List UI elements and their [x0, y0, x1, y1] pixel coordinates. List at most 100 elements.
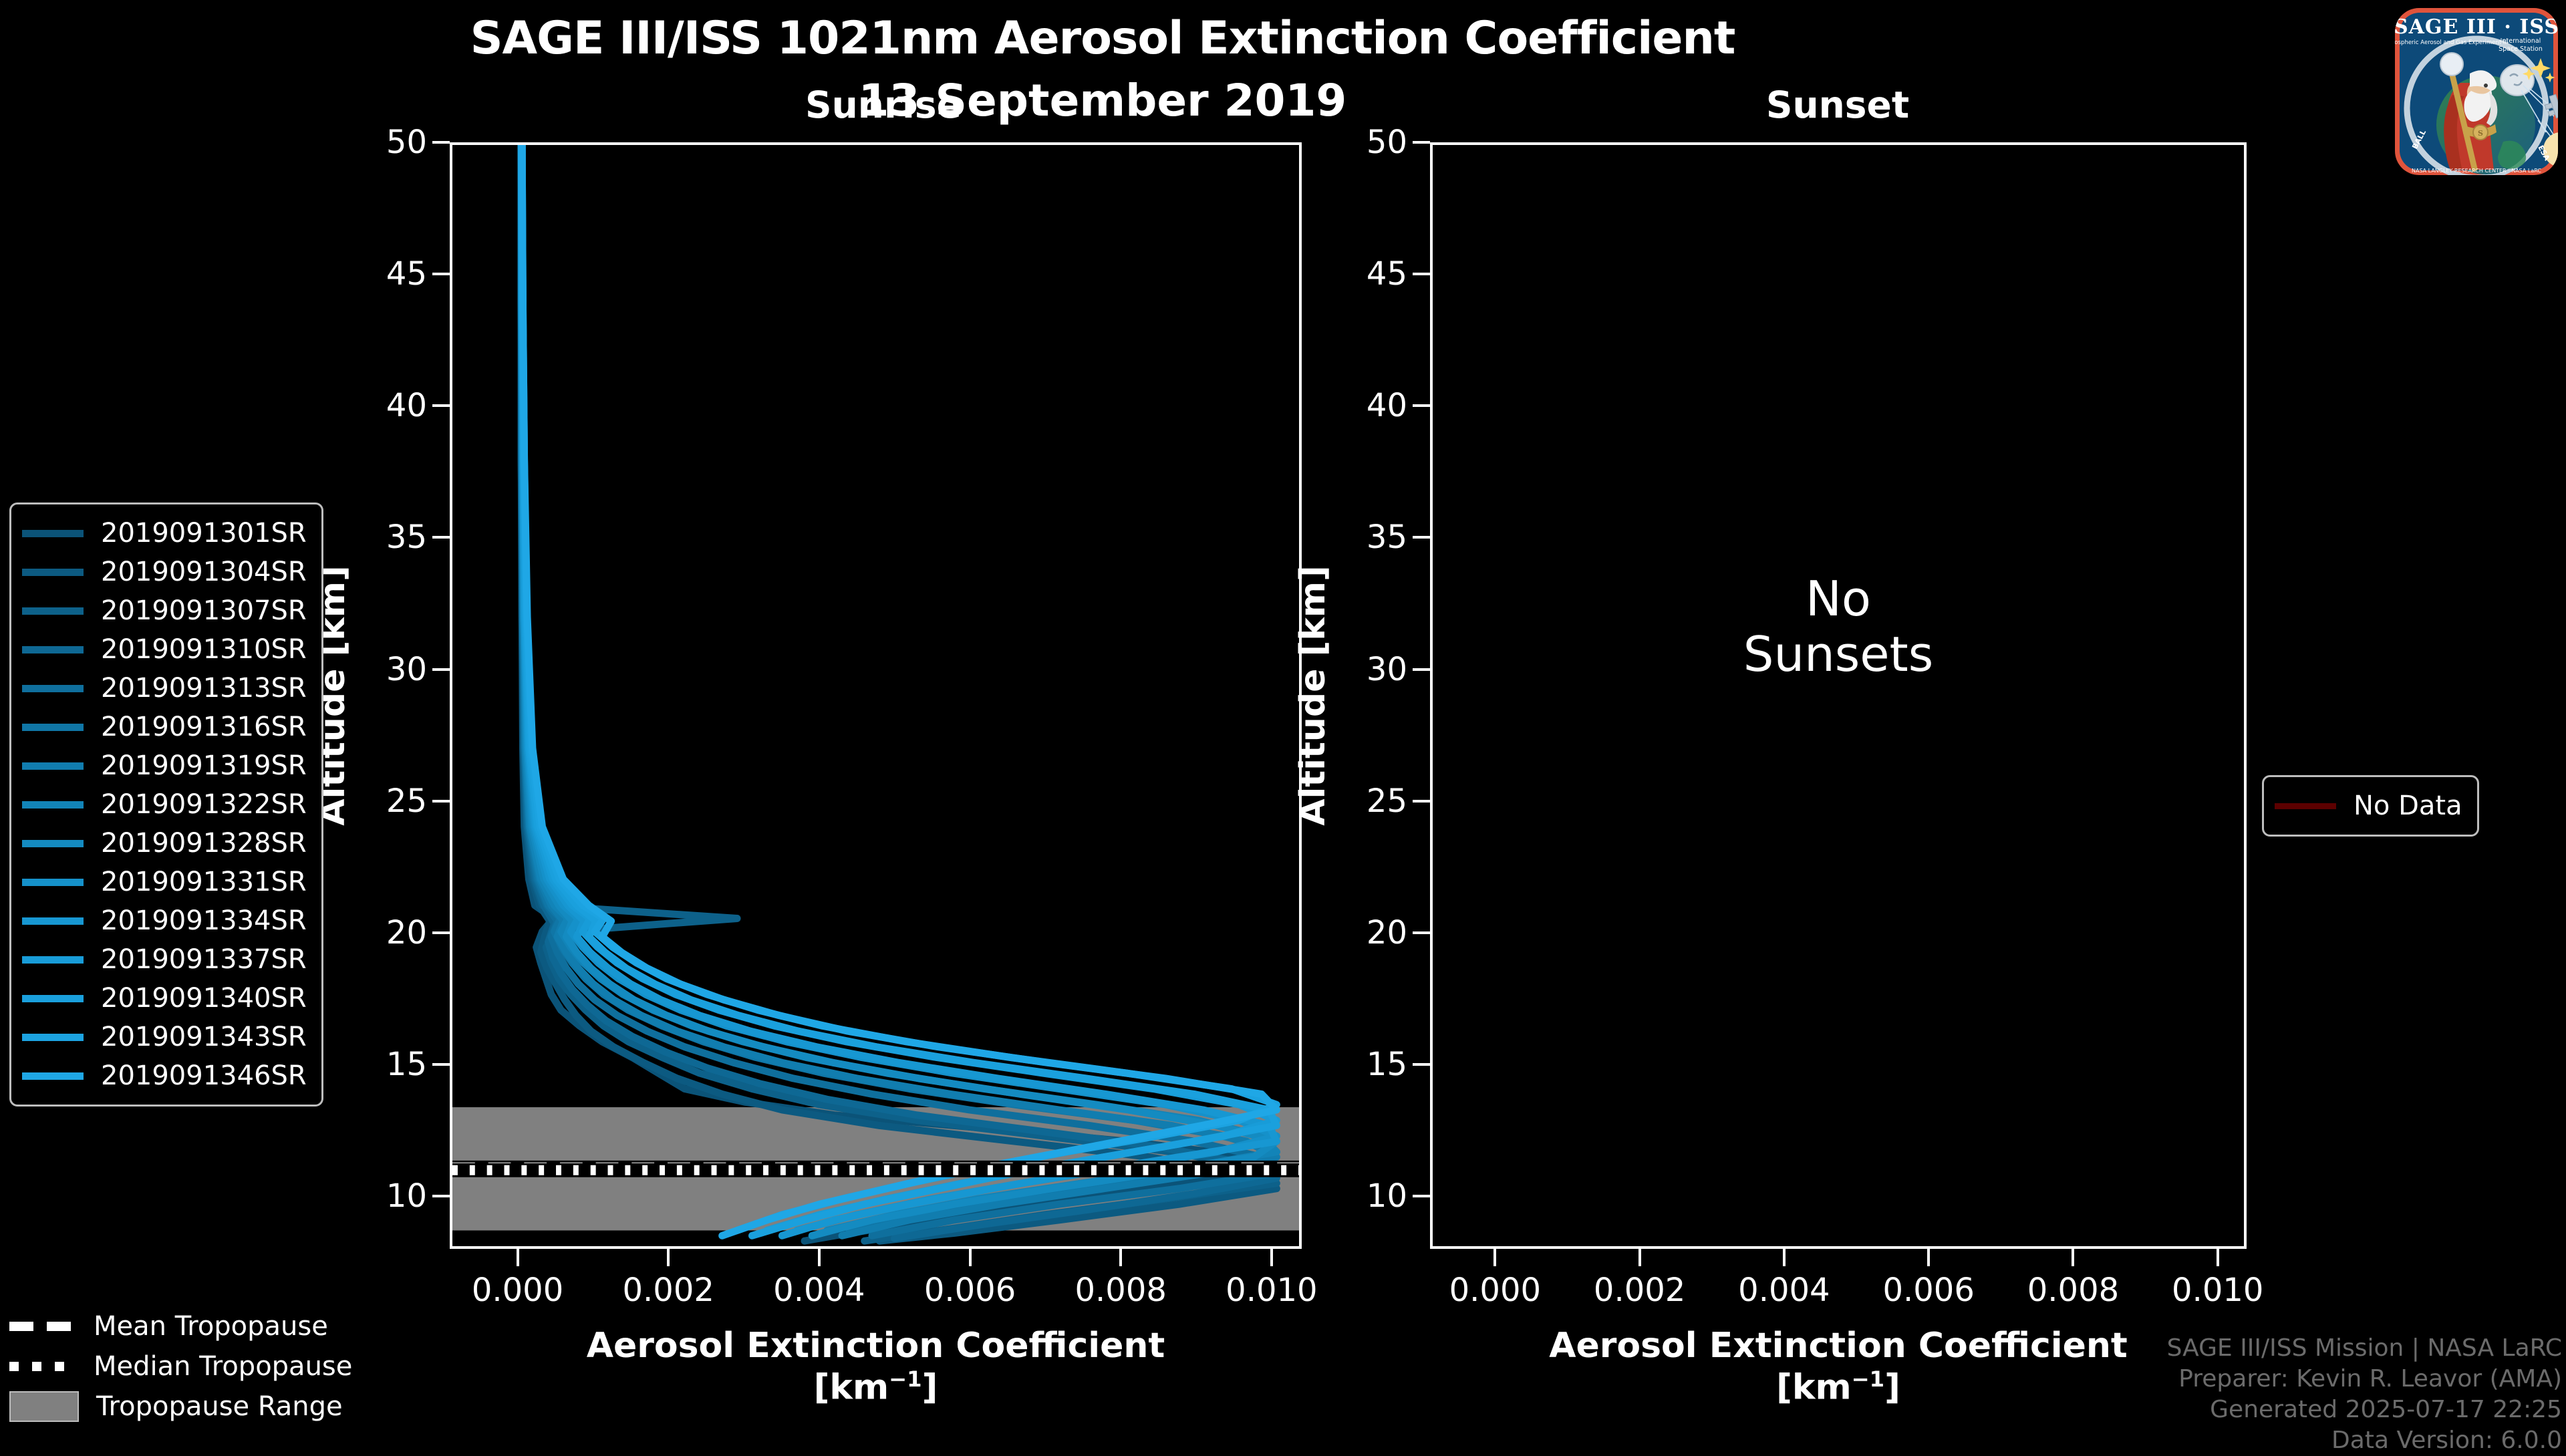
x-axis-title-line1: Aerosol Extinction Coefficient	[1549, 1326, 2128, 1366]
tropopause-key: Mean Tropopause Median Tropopause Tropopau…	[9, 1306, 352, 1427]
y-tick	[432, 536, 450, 539]
y-tick-label: 10	[1366, 1177, 1407, 1215]
sunrise-axis-ticks: 10 15 20 25 30 35 40 45 50 0.000 0.002 0.004 0.006 0.…	[386, 124, 1318, 1309]
y-tick	[1413, 799, 1430, 803]
credits-mission: SAGE III/ISS Mission | NASA LaRC	[2166, 1334, 2562, 1362]
legend-item[interactable]: 2019091310SR	[22, 630, 307, 669]
x-tick	[968, 1249, 972, 1266]
y-tick	[432, 1063, 450, 1066]
logo-subtitle-right-1: International	[2501, 37, 2541, 45]
x-tick	[516, 1249, 519, 1266]
y-tick	[432, 799, 450, 803]
legend-color-swatch	[22, 839, 84, 847]
legend-color-swatch	[22, 645, 84, 653]
tropopause-key-item: Mean Tropopause	[9, 1306, 352, 1346]
y-tick	[1413, 931, 1430, 934]
legend-item[interactable]: 2019091301SR	[22, 514, 307, 553]
legend-item[interactable]: 2019091340SR	[22, 979, 307, 1018]
legend-item-label: 2019091307SR	[101, 595, 307, 626]
logo-subtitle-right-2: Space Station	[2499, 45, 2543, 53]
credits-preparer: Preparer: Kevin R. Leavor (AMA)	[2178, 1365, 2562, 1393]
x-tick	[1270, 1249, 1273, 1266]
x-tick-label: 0.000	[1449, 1272, 1542, 1309]
y-tick	[1413, 404, 1430, 408]
legend-item-label: 2019091328SR	[101, 828, 307, 859]
legend-item-label: 2019091343SR	[101, 1022, 307, 1052]
tropopause-range-swatch	[9, 1391, 79, 1422]
y-tick	[1413, 536, 1430, 539]
legend-item[interactable]: No Data	[2275, 786, 2462, 825]
sunset-no-data-legend[interactable]: No Data	[2262, 775, 2479, 837]
x-tick-label: 0.004	[1738, 1272, 1830, 1309]
legend-item-label: No Data	[2354, 790, 2462, 821]
sunrise-plot-area	[450, 142, 1302, 1249]
legend-item[interactable]: 2019091343SR	[22, 1018, 307, 1056]
credits-generated: Generated 2025-07-17 22:25	[2210, 1396, 2562, 1424]
sunset-y-axis-title: Altitude [km]	[1293, 565, 1333, 826]
legend-item-label: 2019091331SR	[101, 867, 307, 897]
x-tick-label: 0.008	[1075, 1272, 1167, 1309]
y-tick	[1413, 141, 1430, 144]
sunset-panel-title: Sunset	[1765, 84, 1910, 126]
legend-item-label: 2019091340SR	[101, 983, 307, 1014]
legend-color-swatch	[22, 529, 84, 537]
x-axis-title-line2: [km−1]	[813, 1366, 938, 1408]
sunset-x-axis-title: Aerosol Extinction Coefficient [km−1]	[1430, 1326, 2247, 1409]
tropopause-key-item: Tropopause Range	[9, 1387, 352, 1427]
x-tick	[1782, 1249, 1786, 1266]
y-tick-label: 35	[386, 519, 427, 557]
x-tick-label: 0.000	[471, 1272, 564, 1309]
legend-color-swatch	[22, 1033, 84, 1041]
y-tick-label: 25	[386, 782, 427, 820]
legend-item[interactable]: 2019091313SR	[22, 669, 307, 708]
sage-iii-iss-mission-logo: S SAGE III · ISS Stratospheric Aerosol a…	[2386, 1, 2565, 180]
dashed-line-swatch	[9, 1322, 76, 1331]
legend-item[interactable]: 2019091337SR	[22, 940, 307, 979]
y-tick	[432, 668, 450, 671]
legend-color-swatch	[22, 762, 84, 770]
y-tick	[432, 404, 450, 408]
legend-item-label: 2019091319SR	[101, 750, 307, 781]
x-tick	[1119, 1249, 1123, 1266]
dotted-line-swatch	[9, 1362, 76, 1371]
svg-text:S: S	[2478, 129, 2483, 138]
legend-color-swatch	[22, 994, 84, 1002]
legend-item[interactable]: 2019091346SR	[22, 1056, 307, 1095]
legend-item[interactable]: 2019091331SR	[22, 863, 307, 901]
legend-item[interactable]: 2019091334SR	[22, 901, 307, 940]
legend-item[interactable]: 2019091307SR	[22, 591, 307, 630]
legend-color-swatch	[22, 1072, 84, 1080]
legend-color-swatch	[22, 917, 84, 925]
y-tick	[1413, 273, 1430, 276]
y-tick-label: 45	[386, 255, 427, 293]
legend-item[interactable]: 2019091319SR	[22, 746, 307, 785]
x-tick	[1927, 1249, 1931, 1266]
legend-color-swatch	[22, 568, 84, 576]
sunrise-profile-lines	[452, 145, 1299, 1245]
no-sunsets-line1: No	[1806, 571, 1871, 627]
legend-item[interactable]: 2019091322SR	[22, 785, 307, 824]
sunset-plot-area	[1430, 142, 2247, 1249]
legend-item-label: 2019091316SR	[101, 712, 307, 742]
legend-item[interactable]: 2019091304SR	[22, 553, 307, 591]
y-tick-label: 20	[386, 913, 427, 952]
y-tick	[432, 1195, 450, 1198]
sunset-axis-ticks: 10 15 20 25 30 35 40 45 50 0.000 0.002 0.004 0.006 0.…	[1367, 124, 2264, 1309]
x-axis-title-line1: Aerosol Extinction Coefficient	[586, 1326, 1165, 1366]
sunrise-event-legend[interactable]: 2019091301SR 2019091304SR 2019091307SR 2019…	[9, 502, 323, 1107]
y-tick-label: 50	[1366, 124, 1407, 161]
logo-subtitle-left: Stratospheric Aerosol and Gas Experiment…	[2386, 39, 2508, 46]
legend-item[interactable]: 2019091316SR	[22, 708, 307, 746]
y-tick-label: 25	[1366, 782, 1407, 820]
legend-color-swatch	[2275, 803, 2336, 809]
x-tick-label: 0.008	[2027, 1272, 2120, 1309]
x-tick	[817, 1249, 821, 1266]
sunrise-panel-title: Sunrise	[805, 84, 962, 126]
x-axis-title-line2: [km−1]	[1776, 1366, 1900, 1408]
legend-color-swatch	[22, 723, 84, 731]
x-tick-label: 0.002	[622, 1272, 714, 1309]
legend-item[interactable]: 2019091328SR	[22, 824, 307, 863]
legend-item-label: 2019091334SR	[101, 905, 307, 936]
credits-data-version: Data Version: 6.0.0	[2331, 1427, 2562, 1455]
x-tick	[1493, 1249, 1497, 1266]
